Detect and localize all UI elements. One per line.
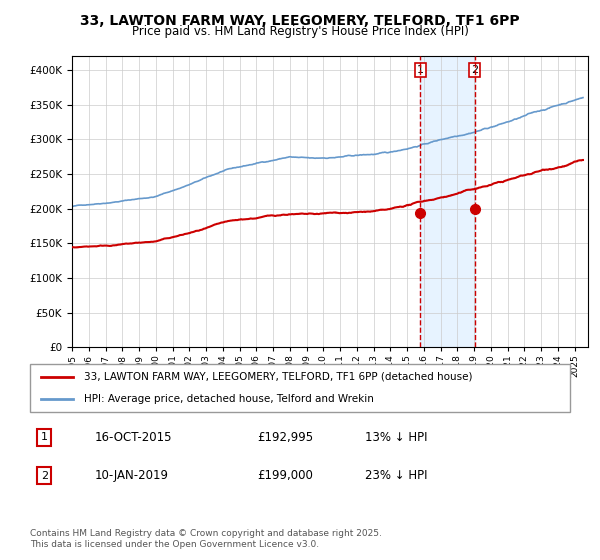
Text: 13% ↓ HPI: 13% ↓ HPI <box>365 431 427 444</box>
Text: HPI: Average price, detached house, Telford and Wrekin: HPI: Average price, detached house, Telf… <box>84 394 374 404</box>
FancyBboxPatch shape <box>30 364 570 412</box>
Text: 33, LAWTON FARM WAY, LEEGOMERY, TELFORD, TF1 6PP (detached house): 33, LAWTON FARM WAY, LEEGOMERY, TELFORD,… <box>84 372 473 382</box>
Text: 2: 2 <box>471 65 478 74</box>
Bar <box>420 56 475 347</box>
Text: Price paid vs. HM Land Registry's House Price Index (HPI): Price paid vs. HM Land Registry's House … <box>131 25 469 38</box>
Text: 10-JAN-2019: 10-JAN-2019 <box>95 469 169 482</box>
Text: 1: 1 <box>417 65 424 74</box>
Text: 33, LAWTON FARM WAY, LEEGOMERY, TELFORD, TF1 6PP: 33, LAWTON FARM WAY, LEEGOMERY, TELFORD,… <box>80 14 520 28</box>
Text: £199,000: £199,000 <box>257 469 313 482</box>
Text: £192,995: £192,995 <box>257 431 313 444</box>
Text: 1: 1 <box>41 432 48 442</box>
Text: 23% ↓ HPI: 23% ↓ HPI <box>365 469 427 482</box>
Text: 2: 2 <box>41 470 48 480</box>
Text: 16-OCT-2015: 16-OCT-2015 <box>95 431 172 444</box>
Text: Contains HM Land Registry data © Crown copyright and database right 2025.
This d: Contains HM Land Registry data © Crown c… <box>30 529 382 549</box>
